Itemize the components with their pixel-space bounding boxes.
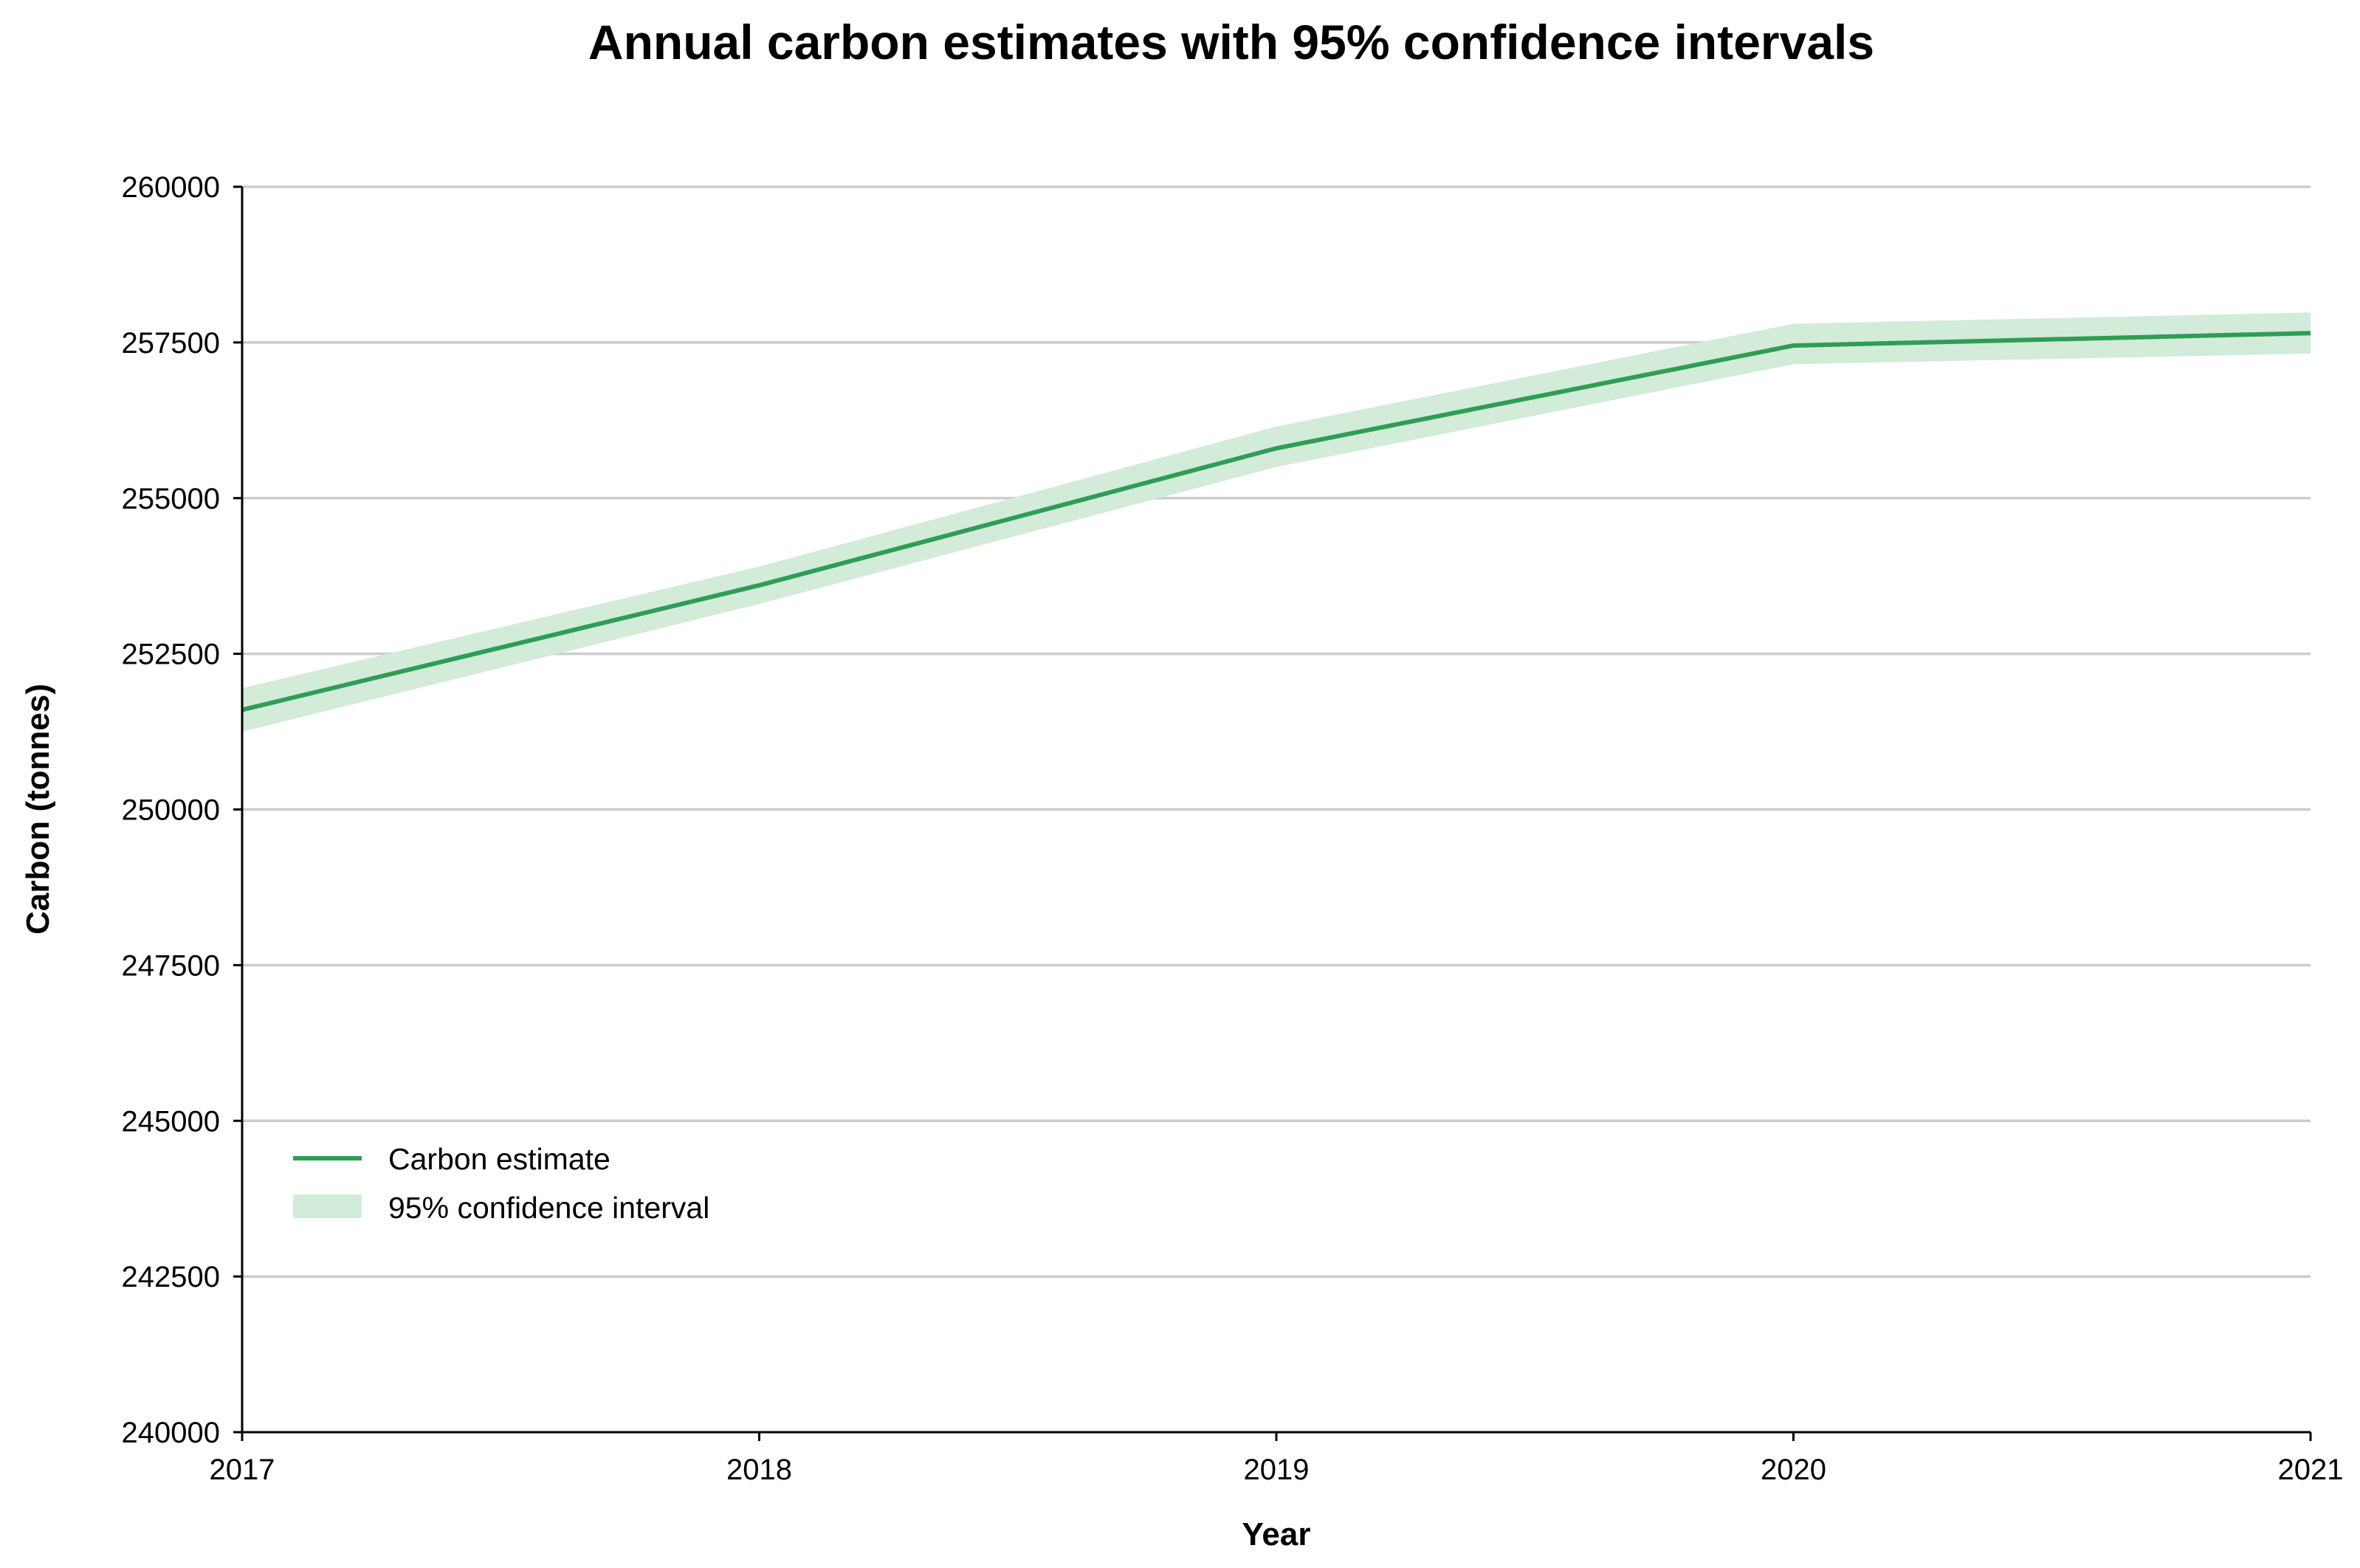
y-tick-label: 240000 (122, 1417, 220, 1449)
x-tick-label: 2018 (726, 1454, 792, 1486)
legend-label-ci: 95% confidence interval (388, 1191, 709, 1225)
y-tick-label: 245000 (122, 1105, 220, 1138)
legend-label-estimate: Carbon estimate (388, 1142, 610, 1176)
y-tick-label: 260000 (122, 171, 220, 204)
legend: Carbon estimate 95% confidence interval (293, 1142, 709, 1225)
series-line-carbon-estimate (241, 331, 2311, 712)
y-tick-label: 250000 (122, 794, 220, 827)
x-axis-label: Year (1242, 1516, 1311, 1552)
y-axis-label: Carbon (tonnes) (20, 684, 56, 935)
legend-band-swatch (293, 1194, 362, 1218)
confidence-band (242, 312, 2311, 732)
x-tick-label: 2020 (1761, 1454, 1826, 1486)
x-tick-label: 2021 (2278, 1454, 2344, 1486)
confidence-band-layer (242, 312, 2311, 732)
y-tick-labels: 240000 242500 245000 247500 250000 252500 2550… (122, 171, 242, 1449)
x-tick-label: 2019 (1244, 1454, 1310, 1486)
x-tick-label: 2017 (210, 1454, 275, 1486)
y-tick-label: 257500 (122, 327, 220, 360)
y-tick-label: 242500 (122, 1261, 220, 1293)
x-tick-labels: 2017 2018 2019 2020 2021 (210, 1432, 2344, 1486)
series-layer (241, 331, 2311, 712)
y-tick-label: 247500 (122, 949, 220, 982)
y-tick-label: 252500 (122, 639, 220, 671)
y-tick-label: 255000 (122, 483, 220, 515)
chart-title: Annual carbon estimates with 95% confide… (588, 15, 1874, 69)
gridlines (242, 185, 2311, 1278)
